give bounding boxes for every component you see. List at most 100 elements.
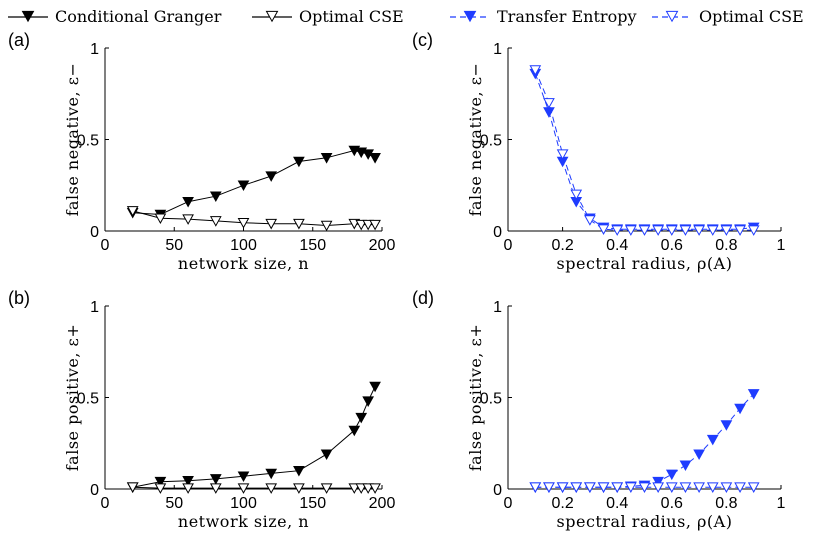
open-triangle-point — [665, 225, 678, 236]
filled-triangle-point — [734, 403, 746, 415]
open-triangle-point — [209, 483, 222, 494]
open-triangle-point — [597, 224, 610, 235]
open-triangle-marker — [665, 10, 679, 23]
x-tick-label: 0 — [504, 237, 513, 254]
x-tick-label: 100 — [230, 495, 257, 512]
open-triangle-point — [625, 225, 637, 236]
legend-item: Optimal CSE — [652, 7, 804, 26]
open-triangle-point — [638, 225, 651, 236]
series-filled-dashed — [529, 389, 760, 493]
filled-triangle-point — [369, 153, 381, 164]
series-line — [132, 149, 376, 216]
open-triangle-point — [747, 225, 760, 236]
open-triangle-point — [706, 482, 719, 493]
open-triangle-point — [570, 189, 583, 201]
open-triangle-point — [182, 214, 194, 225]
panel-d: (d) 0 0.2 0.4 0.6 0.8 1 0 0.5 1 spectral radius, ρ… — [412, 288, 786, 531]
filled-triangle-point — [237, 180, 250, 192]
open-triangle-point — [597, 482, 610, 493]
open-triangle-point — [693, 482, 705, 493]
x-tick-label: 0.6 — [661, 237, 683, 254]
open-triangle-point — [320, 220, 333, 232]
open-triangle-point — [734, 225, 746, 236]
open-triangle-point — [182, 483, 194, 494]
x-axis-title: network size, n — [178, 512, 309, 531]
legend-label: Conditional Granger — [55, 7, 222, 26]
open-triangle-point — [265, 483, 278, 494]
open-triangle-point — [611, 482, 624, 493]
y-tick-label: 0.5 — [480, 133, 502, 150]
filled-triangle-point — [369, 381, 381, 393]
open-triangle-point — [362, 483, 374, 494]
open-triangle-point — [556, 149, 569, 160]
filled-triangle-point — [293, 156, 305, 168]
x-tick-label: 0.2 — [551, 495, 573, 512]
y-tick-label: 0 — [90, 482, 99, 499]
x-axis-title: network size, n — [178, 254, 309, 273]
filled-triangle-point — [348, 425, 361, 437]
open-triangle-point — [126, 482, 139, 493]
open-triangle-point — [529, 482, 542, 493]
open-triangle-point — [747, 482, 760, 493]
x-tick-label: 0 — [101, 495, 110, 512]
panel-label: (c) — [412, 30, 433, 50]
x-tick-label: 150 — [299, 495, 326, 512]
panel-label: (b) — [8, 288, 30, 308]
series-open-dashed — [529, 482, 760, 493]
panel-label: (d) — [412, 288, 434, 308]
filled-triangle-point — [182, 196, 194, 208]
x-tick-label: 50 — [165, 495, 183, 512]
x-tick-label: 0 — [101, 237, 110, 254]
open-triangle-point — [154, 213, 167, 224]
open-triangle-point — [638, 482, 651, 493]
x-tick-label: 0 — [504, 495, 513, 512]
filled-triangle-point — [209, 191, 222, 203]
open-triangle-point — [320, 483, 333, 494]
filled-triangle-point — [320, 449, 333, 461]
x-axis-title: spectral radius, ρ(A) — [557, 512, 733, 531]
x-axis-title: spectral radius, ρ(A) — [557, 254, 733, 273]
y-tick-label: 1 — [493, 41, 502, 58]
y-tick-label: 0 — [493, 224, 502, 241]
open-triangle-point — [543, 98, 555, 109]
filled-triangle-point — [679, 460, 692, 471]
open-triangle-point — [720, 225, 733, 236]
open-triangle-point — [665, 482, 678, 493]
legend-item: Optimal CSE — [252, 7, 404, 26]
panel-b: (b) 0 50 100 150 200 0 0.5 1 network size, n false… — [8, 288, 395, 531]
filled-triangle-point — [265, 468, 278, 480]
open-triangle-point — [355, 219, 368, 231]
filled-triangle-point — [293, 465, 305, 477]
panel-c: (c) 0 0.2 0.4 0.6 0.8 1 0 0.5 1 spectral radius, ρ… — [412, 30, 786, 273]
series-line — [534, 73, 754, 230]
open-triangle-point — [652, 225, 664, 236]
open-triangle-marker — [265, 10, 279, 23]
series-line — [132, 210, 376, 227]
series-line — [132, 386, 376, 488]
open-triangle-point — [126, 206, 139, 217]
open-triangle-point — [209, 216, 222, 227]
open-triangle-point — [584, 215, 596, 226]
filled-triangle-point — [209, 474, 222, 485]
y-tick-label: 0.5 — [77, 391, 99, 408]
x-tick-label: 0.4 — [606, 237, 628, 254]
filled-triangle-point — [154, 476, 167, 488]
y-tick-label: 0 — [90, 224, 99, 241]
open-triangle-point — [611, 225, 624, 236]
filled-triangle-point — [720, 420, 733, 431]
open-triangle-point — [293, 483, 305, 494]
open-triangle-point — [584, 482, 596, 493]
filled-triangle-point — [652, 476, 664, 488]
open-triangle-point — [720, 482, 733, 493]
open-triangle-point — [369, 219, 381, 231]
open-triangle-point — [362, 219, 374, 231]
series-line — [534, 69, 754, 231]
open-triangle-point — [556, 482, 569, 493]
filled-triangle-point — [320, 153, 333, 164]
open-triangle-point — [570, 482, 583, 493]
x-tick-label: 0.4 — [606, 495, 628, 512]
open-triangle-point — [355, 483, 368, 494]
filled-triangle-point — [747, 389, 760, 400]
filled-triangle-marker — [463, 10, 477, 23]
legend: Conditional Granger Optimal CSE Transfer E… — [8, 7, 804, 26]
